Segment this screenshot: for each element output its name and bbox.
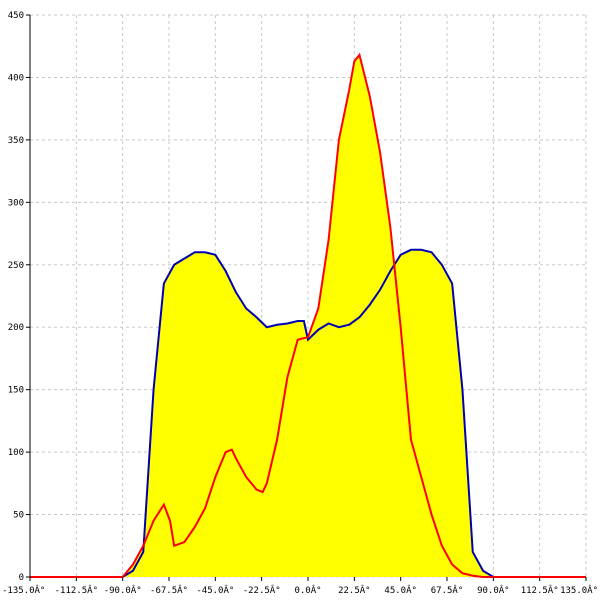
x-tick-label: -112.5Â° xyxy=(55,584,98,596)
y-tick-label: 0 xyxy=(19,573,24,583)
y-tick-label: 100 xyxy=(8,448,24,458)
area xyxy=(30,54,586,578)
x-tick-label: -135.0Â° xyxy=(2,584,45,596)
x-tick-label: 112.5Â° xyxy=(521,584,559,596)
x-tick-label: 0.0Â° xyxy=(294,584,321,596)
x-tick-label: 45.0Â° xyxy=(384,584,417,596)
y-tick-label: 50 xyxy=(13,511,24,521)
x-tick-label: 22.5Â° xyxy=(338,584,371,596)
y-tick-label: 150 xyxy=(8,386,24,396)
y-tick-label: 450 xyxy=(8,11,24,21)
y-tick-label: 200 xyxy=(8,323,24,333)
x-tick-label: -67.5Â° xyxy=(150,584,188,596)
x-tick-label: -22.5Â° xyxy=(243,584,281,596)
x-tick-label: -90.0Â° xyxy=(104,584,142,596)
y-tick-label: 300 xyxy=(8,198,24,208)
x-tick-label: -45.0Â° xyxy=(196,584,234,596)
line xyxy=(30,52,586,578)
y-tick-label: 250 xyxy=(8,261,24,271)
x-tick-label: 90.0Â° xyxy=(477,584,510,596)
y-tick-label: 400 xyxy=(8,73,24,83)
x-tick-label: 135.0Â° xyxy=(560,584,598,596)
x-tick-label: 67.5Â° xyxy=(431,584,464,596)
line xyxy=(30,248,586,578)
y-tick-label: 350 xyxy=(8,136,24,146)
